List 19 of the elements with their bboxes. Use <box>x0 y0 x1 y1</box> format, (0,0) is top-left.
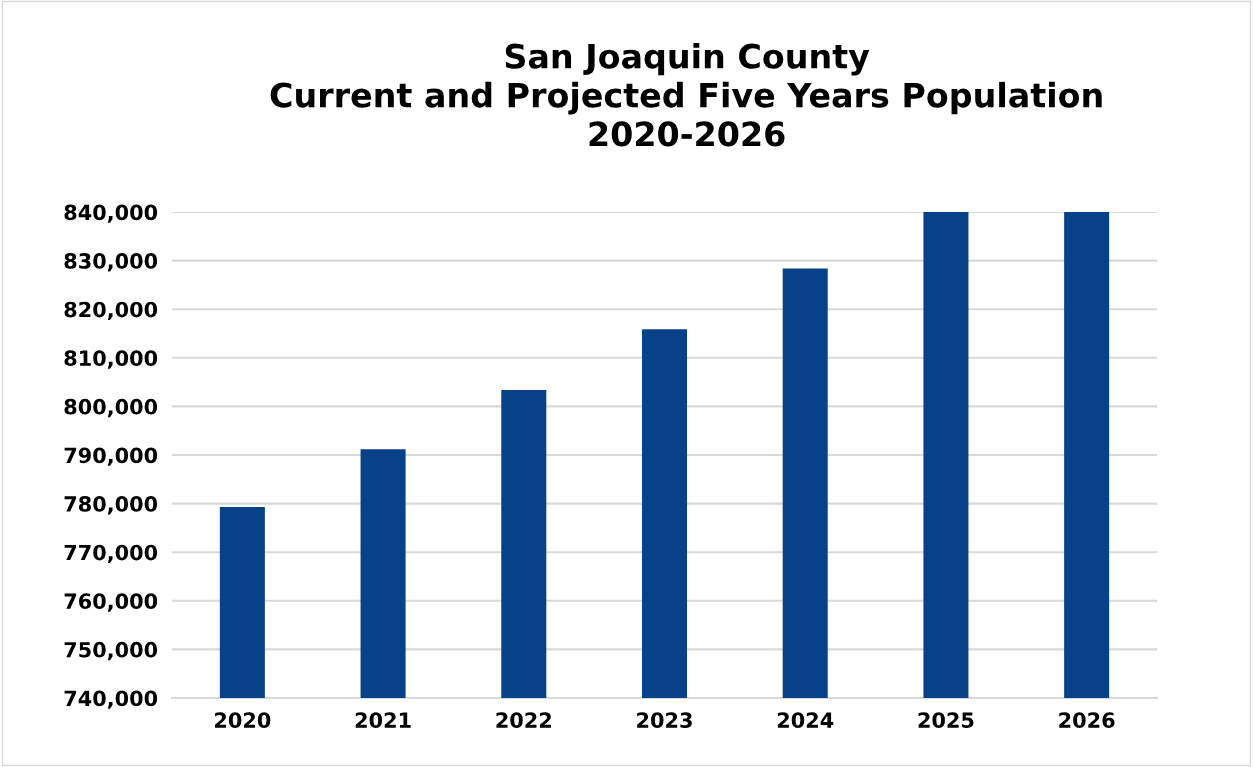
y-tick-label: 810,000 <box>64 350 158 369</box>
x-tick-label: 2021 <box>355 712 411 729</box>
x-tick-label: 2026 <box>1059 712 1115 729</box>
y-tick-label: 750,000 <box>64 641 158 661</box>
x-tick-label: 2023 <box>637 712 692 729</box>
chart-title: San Joaquin County Current and Projected Five Years Population 2020-2026 <box>270 43 1102 147</box>
y-tick-label: 820,000 <box>64 301 158 321</box>
y-tick-label: 800,000 <box>64 398 158 418</box>
y-tick-label: 780,000 <box>64 496 158 515</box>
y-tick-label: 740,000 <box>64 690 158 709</box>
y-tick-label: 760,000 <box>64 593 158 612</box>
y-tick-label: 790,000 <box>64 447 158 466</box>
y-tick-label: 770,000 <box>64 544 158 564</box>
x-tick-label: 2024 <box>777 712 834 729</box>
x-tick-label: 2025 <box>918 712 974 729</box>
y-tick-label: 840,000 <box>64 204 158 223</box>
x-tick-label: 2020 <box>215 712 271 729</box>
x-tick-label: 2022 <box>496 712 551 729</box>
y-tick-label: 830,000 <box>64 253 158 272</box>
